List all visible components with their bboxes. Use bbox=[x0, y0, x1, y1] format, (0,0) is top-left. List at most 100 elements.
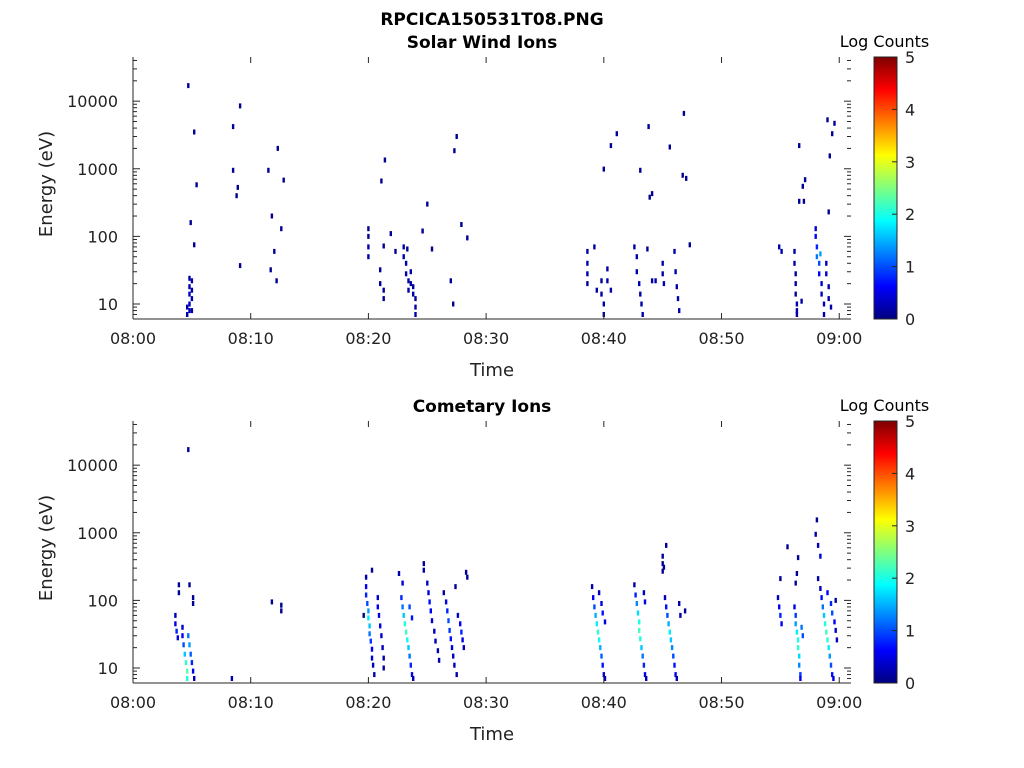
heatmap-cell bbox=[376, 604, 379, 610]
heatmap-cell bbox=[368, 623, 371, 629]
heatmap-cell bbox=[819, 251, 822, 257]
heatmap-cell bbox=[377, 612, 381, 618]
heatmap-cell bbox=[444, 599, 448, 605]
heatmap-cell bbox=[270, 213, 274, 219]
heatmap-cell bbox=[462, 645, 465, 651]
heatmap-cell bbox=[188, 642, 191, 648]
heatmap-cell bbox=[190, 308, 194, 314]
heatmap-cell bbox=[600, 291, 603, 297]
heatmap-cell bbox=[642, 590, 646, 596]
heatmap-cell bbox=[798, 653, 801, 659]
heatmap-cell bbox=[174, 621, 177, 627]
heatmap-cell bbox=[191, 595, 195, 601]
heatmap-cell bbox=[688, 242, 691, 248]
x-tick-label: 08:30 bbox=[463, 329, 509, 348]
heatmap-cell bbox=[364, 574, 368, 580]
heatmap-cell bbox=[827, 645, 830, 651]
heatmap-cell bbox=[187, 447, 190, 453]
heatmap-cell bbox=[282, 177, 285, 183]
heatmap-cell bbox=[381, 645, 384, 651]
heatmap-cell bbox=[827, 296, 830, 302]
heatmap-cell bbox=[640, 645, 643, 651]
heatmap-cell bbox=[603, 676, 607, 681]
x-tick-label: 08:20 bbox=[345, 329, 391, 348]
x-axis-label: Time bbox=[469, 360, 514, 381]
heatmap-cell bbox=[379, 267, 382, 273]
heatmap-cell bbox=[778, 244, 781, 250]
colorbar-tick-label: 2 bbox=[905, 205, 915, 224]
x-tick-label: 09:00 bbox=[816, 693, 862, 712]
heatmap-cells bbox=[174, 447, 839, 681]
heatmap-cell bbox=[665, 542, 668, 548]
colorbar-tick-label: 2 bbox=[905, 569, 915, 588]
y-tick-label: 10000 bbox=[67, 456, 118, 475]
heatmap-cell bbox=[380, 178, 383, 184]
heatmap-cell bbox=[606, 266, 609, 272]
heatmap-cell bbox=[408, 604, 411, 610]
heatmap-cell bbox=[593, 604, 596, 610]
heatmap-cell bbox=[602, 672, 605, 678]
heatmap-cell bbox=[829, 304, 833, 310]
heatmap-cell bbox=[833, 619, 836, 625]
heatmap-cell bbox=[669, 637, 673, 643]
heatmap-cell bbox=[661, 568, 664, 574]
heatmap-cell bbox=[235, 193, 238, 199]
heatmap-cell bbox=[800, 298, 803, 304]
heatmap-cell bbox=[410, 672, 414, 678]
heatmap-cell bbox=[794, 291, 797, 297]
heatmap-cell bbox=[816, 576, 820, 582]
heatmap-cell bbox=[815, 254, 819, 260]
heatmap-cell bbox=[191, 668, 195, 674]
heatmap-cell bbox=[685, 175, 688, 181]
heatmap-cell bbox=[450, 645, 454, 651]
heatmap-cell bbox=[453, 662, 456, 668]
heatmap-cell bbox=[230, 676, 234, 681]
figure-title: RPCICA150531T08.PNG bbox=[380, 10, 603, 30]
heatmap-cell bbox=[430, 246, 434, 252]
heatmap-cell bbox=[823, 621, 827, 627]
heatmap-cell bbox=[408, 653, 411, 659]
heatmap-cell bbox=[188, 284, 191, 290]
x-tick-label: 08:10 bbox=[228, 329, 274, 348]
heatmap-cell bbox=[828, 653, 831, 659]
heatmap-cell bbox=[673, 248, 676, 254]
heatmap-cell bbox=[382, 243, 385, 249]
heatmap-cell bbox=[394, 248, 397, 254]
heatmap-cell bbox=[798, 198, 801, 204]
heatmap-cell bbox=[779, 612, 782, 618]
heatmap-cell bbox=[182, 642, 185, 648]
heatmap-cell bbox=[795, 308, 799, 314]
heatmap-cell bbox=[466, 235, 469, 241]
heatmap-cell bbox=[181, 624, 184, 630]
heatmap-cell bbox=[794, 281, 797, 287]
heatmap-cell bbox=[645, 676, 648, 681]
heatmap-cell bbox=[796, 637, 800, 643]
heatmap-cell bbox=[826, 117, 829, 123]
heatmap-cell bbox=[661, 561, 664, 567]
heatmap-cell bbox=[412, 291, 415, 297]
colorbar-tick-label: 0 bbox=[905, 674, 915, 693]
heatmap-cell bbox=[794, 621, 797, 627]
x-tick-label: 08:50 bbox=[698, 693, 744, 712]
heatmap-cell bbox=[433, 628, 436, 634]
heatmap-cell bbox=[793, 248, 796, 254]
heatmap-cell bbox=[412, 284, 415, 290]
heatmap-cell bbox=[193, 676, 196, 681]
heatmap-cell bbox=[639, 291, 642, 297]
heatmap-cell bbox=[786, 544, 789, 550]
y-axis-label: Energy (eV) bbox=[36, 131, 57, 237]
heatmap-cell bbox=[831, 610, 834, 616]
heatmap-cell bbox=[833, 120, 836, 126]
heatmap-cell bbox=[595, 621, 598, 627]
heatmap-cell bbox=[674, 672, 677, 678]
heatmap-cell bbox=[639, 167, 642, 173]
heatmap-cell bbox=[238, 103, 242, 109]
heatmap-cell bbox=[280, 608, 283, 614]
heatmap-cell bbox=[831, 131, 834, 137]
x-tick-label: 08:10 bbox=[228, 693, 274, 712]
heatmap-cell bbox=[430, 618, 434, 624]
heatmap-cell bbox=[603, 619, 607, 625]
heatmap-cell bbox=[815, 517, 819, 523]
heatmap-cell bbox=[643, 672, 647, 678]
